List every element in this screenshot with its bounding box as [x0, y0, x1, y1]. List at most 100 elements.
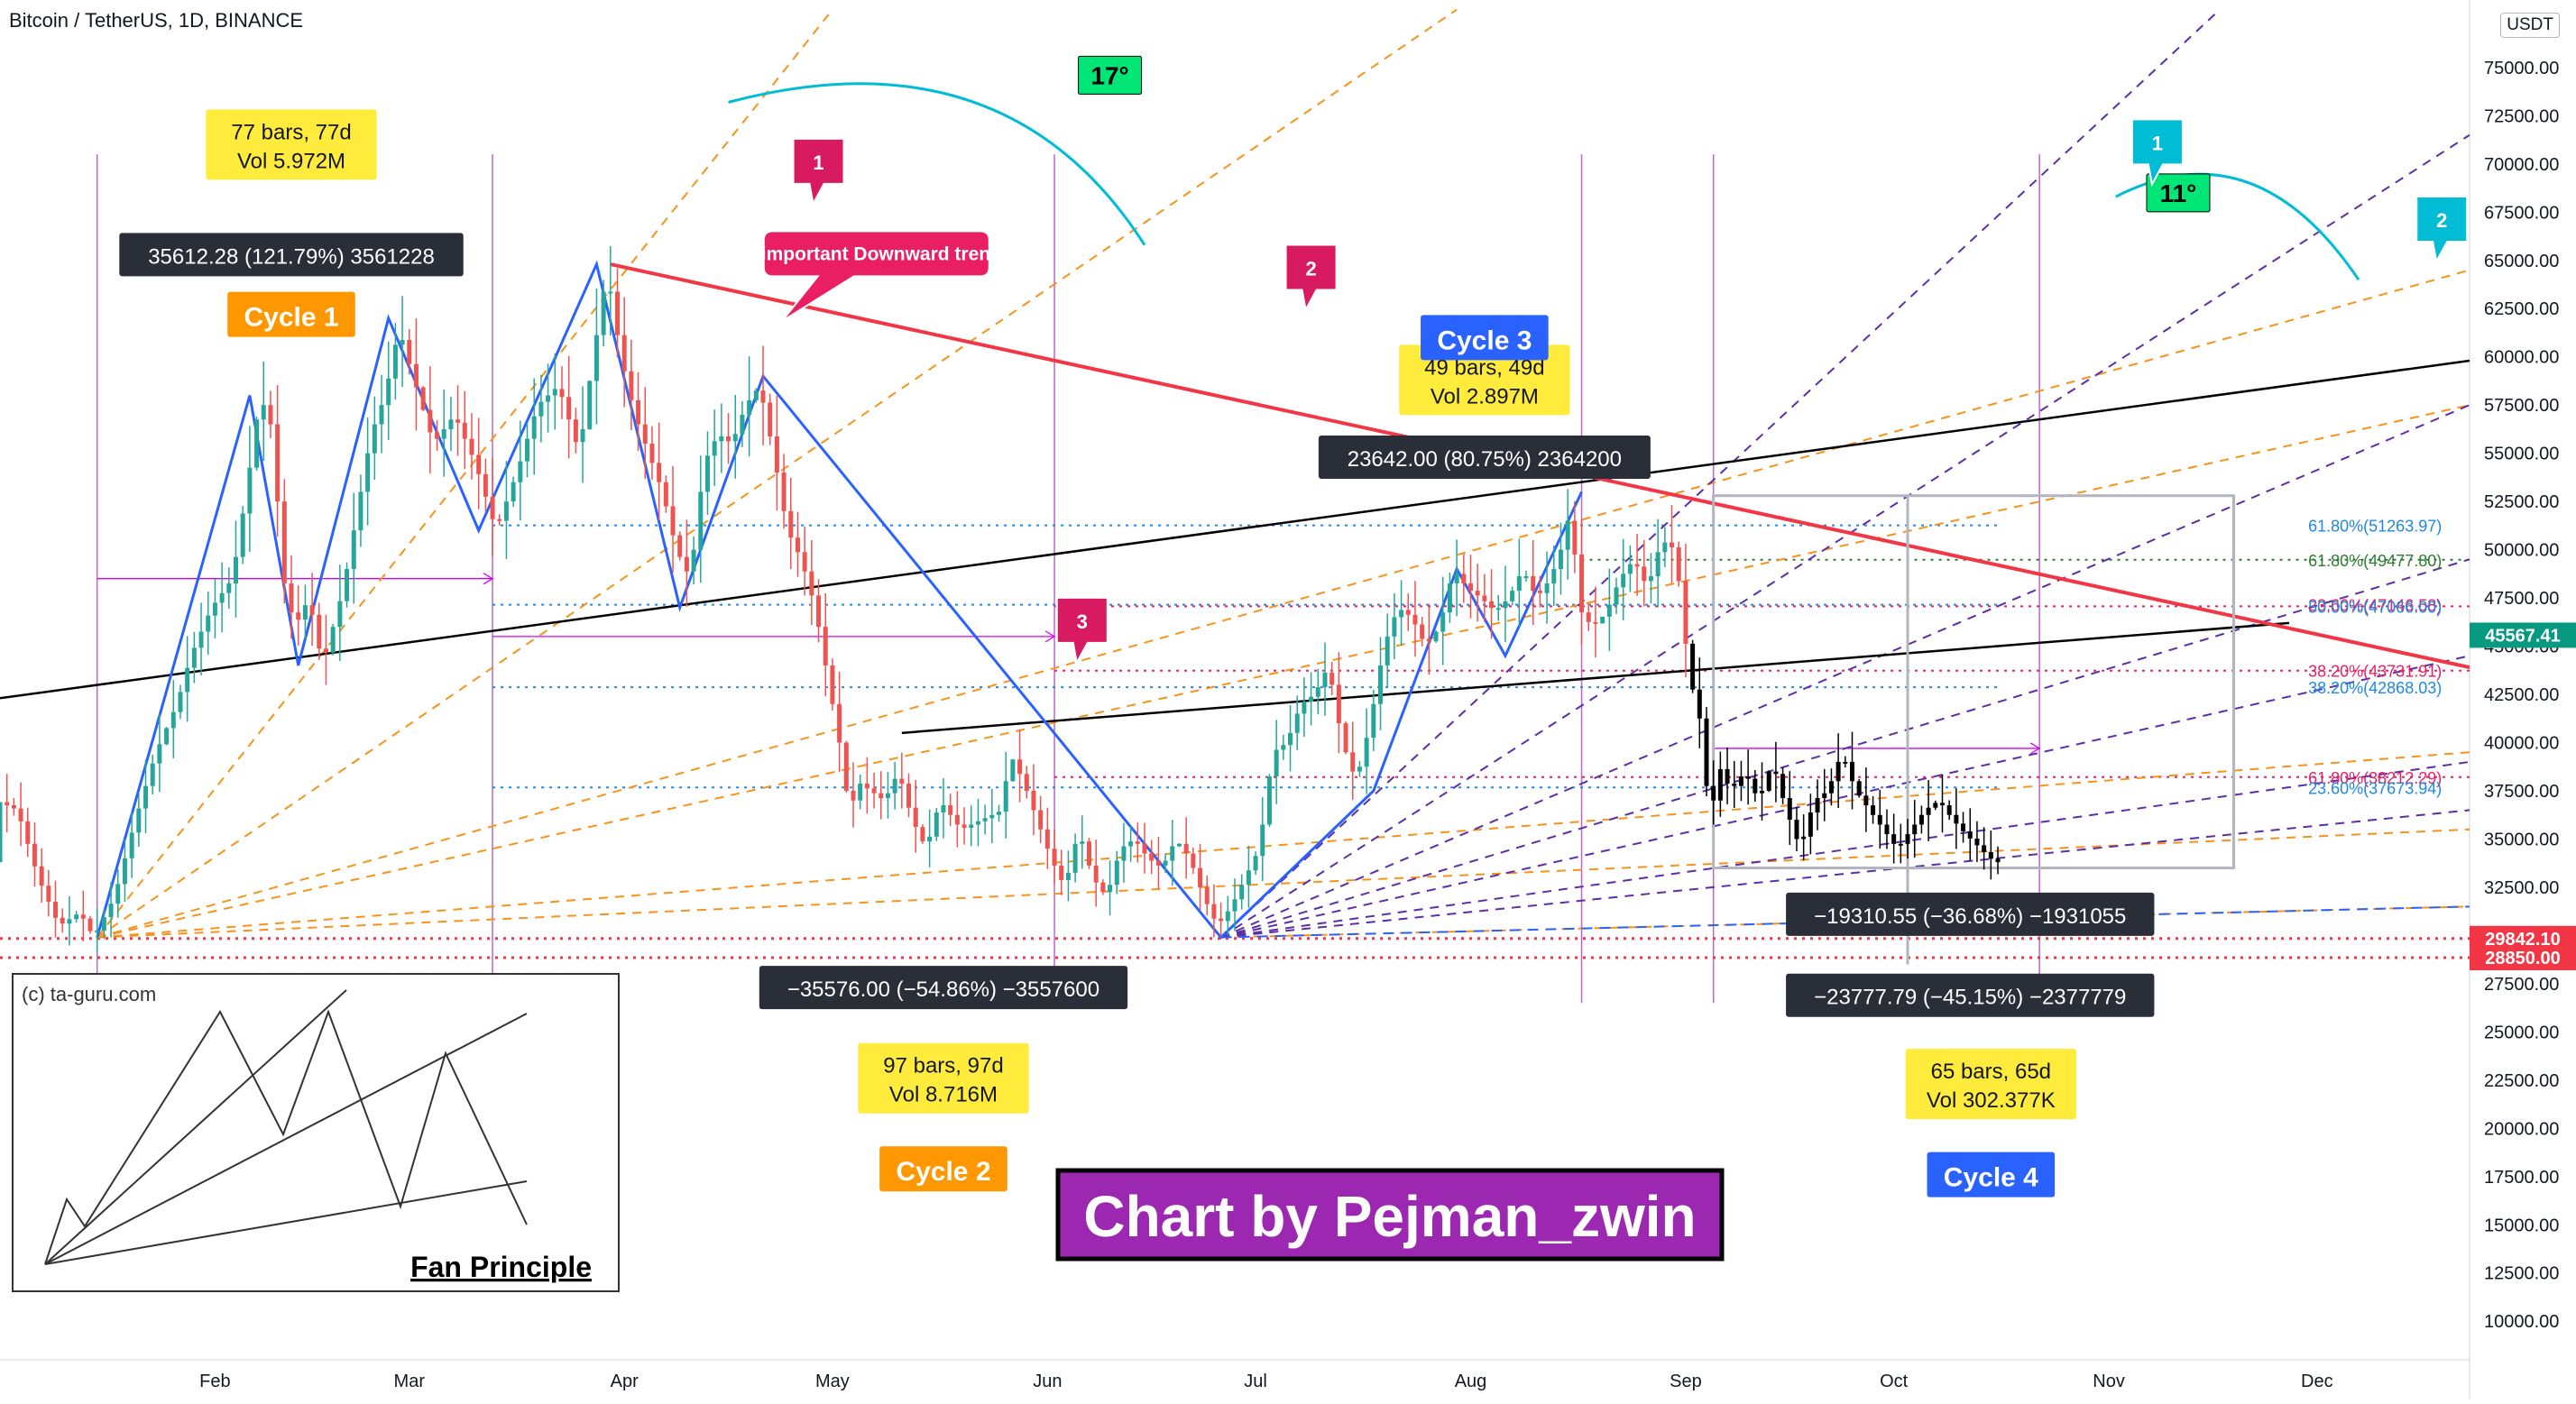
candle-body: [206, 615, 211, 632]
candle-body: [1399, 610, 1404, 618]
candle-body: [87, 918, 93, 931]
stats-box: [1905, 1049, 2076, 1120]
candle-body: [1690, 643, 1696, 690]
candle-body: [1211, 904, 1217, 919]
candle-body: [1253, 856, 1258, 871]
candle-body: [170, 711, 176, 729]
candle-body: [830, 665, 835, 704]
cycle-label-box: [879, 1146, 1007, 1192]
candle-body: [435, 432, 440, 439]
measure-text: −19310.55 (−36.68%) −1931055: [1814, 904, 2126, 929]
marker-label: 2: [1305, 257, 1316, 280]
candle-body: [1954, 814, 1959, 824]
candle-body: [691, 549, 696, 572]
stats-text: Vol 8.716M: [889, 1083, 998, 1107]
measure-text: −23777.79 (−45.15%) −2377779: [1814, 986, 2126, 1010]
candle-body: [1065, 872, 1071, 880]
fib-label: 23.60%(47146.58): [2308, 597, 2442, 615]
marker-label: 1: [2152, 132, 2163, 154]
candle-body: [1850, 761, 1854, 782]
candle-body: [281, 501, 287, 584]
candle-body: [1447, 583, 1452, 613]
lower-black-trendline: [901, 621, 2290, 735]
candle-body: [1031, 790, 1036, 811]
candle-body: [1086, 841, 1091, 866]
arrowhead: [483, 573, 494, 585]
candle-body: [212, 602, 217, 616]
candle-body: [1891, 834, 1897, 844]
x-tick-label: May: [815, 1372, 850, 1391]
candle-body: [1967, 830, 1973, 839]
candle-body: [0, 802, 3, 863]
candle-body: [788, 510, 794, 538]
candle-body: [1155, 860, 1161, 866]
candle-body: [593, 335, 599, 381]
candle-body: [1961, 823, 1966, 831]
y-tick-label: 50000.00: [2484, 541, 2559, 561]
candle-body: [108, 904, 114, 918]
candle-body: [469, 438, 474, 455]
fib-label: 61.80%(51263.97): [2308, 518, 2442, 536]
candle-body: [795, 537, 800, 553]
candle-body: [1642, 566, 1647, 582]
candle-body: [122, 858, 127, 885]
candle-body: [816, 595, 822, 628]
candle-body: [1329, 672, 1335, 685]
x-tick-label: Mar: [394, 1372, 426, 1391]
stats-text: 65 bars, 65d: [1931, 1060, 2051, 1084]
candle-body: [330, 627, 336, 653]
candle-body: [1835, 761, 1841, 782]
fib-label: 50.00%(47066.00): [2308, 598, 2442, 616]
x-tick-label: Nov: [2093, 1372, 2125, 1391]
candle-body: [1773, 771, 1779, 775]
candle-body: [1225, 911, 1230, 922]
candle-body: [261, 405, 266, 420]
candle-body: [920, 827, 925, 842]
orange-fan-line: [97, 269, 2470, 939]
candle-body: [191, 647, 197, 668]
candle-body: [1871, 805, 1876, 815]
candle-body: [296, 612, 301, 620]
candle-body: [1176, 843, 1182, 847]
candle-body: [1926, 807, 1931, 815]
inset-fan-line: [44, 1180, 528, 1265]
candle-body: [67, 919, 72, 924]
candle-body: [747, 399, 752, 415]
stats-box: [858, 1042, 1029, 1114]
cycle-label-text: Cycle 4: [1944, 1163, 2038, 1193]
y-tick-label: 60000.00: [2484, 348, 2559, 368]
candle-body: [345, 569, 350, 601]
x-tick-label: Sep: [1670, 1372, 1702, 1391]
candle-body: [254, 419, 260, 468]
candle-body: [101, 917, 106, 931]
candle-body: [178, 692, 183, 712]
candle-body: [1655, 552, 1661, 577]
candle-body: [954, 814, 960, 825]
candle-body: [1787, 798, 1792, 821]
y-tick-label: 52500.00: [2484, 492, 2559, 512]
candle-body: [1586, 612, 1591, 622]
candle-body: [1357, 766, 1362, 772]
candle-body: [1704, 718, 1709, 786]
candle-body: [1662, 542, 1668, 553]
candle-body: [885, 793, 890, 799]
candle-body: [226, 583, 232, 593]
cycle-label-box: [1927, 1152, 2056, 1198]
candle-body: [400, 340, 405, 345]
candle-body: [25, 821, 31, 844]
y-tick-label: 67500.00: [2484, 203, 2559, 223]
candle-body: [559, 389, 565, 398]
cycle-label-text: Cycle 2: [896, 1157, 990, 1187]
candle-body: [1420, 624, 1425, 639]
candle-body: [372, 424, 377, 454]
candle-body: [115, 884, 121, 904]
candle-body: [1815, 798, 1820, 813]
candle-body: [969, 824, 974, 828]
candle-body: [413, 363, 419, 388]
candle-body: [1523, 576, 1529, 579]
candle-body: [948, 805, 953, 815]
currency-label[interactable]: USDT: [2500, 13, 2560, 38]
candle-body: [892, 778, 897, 794]
